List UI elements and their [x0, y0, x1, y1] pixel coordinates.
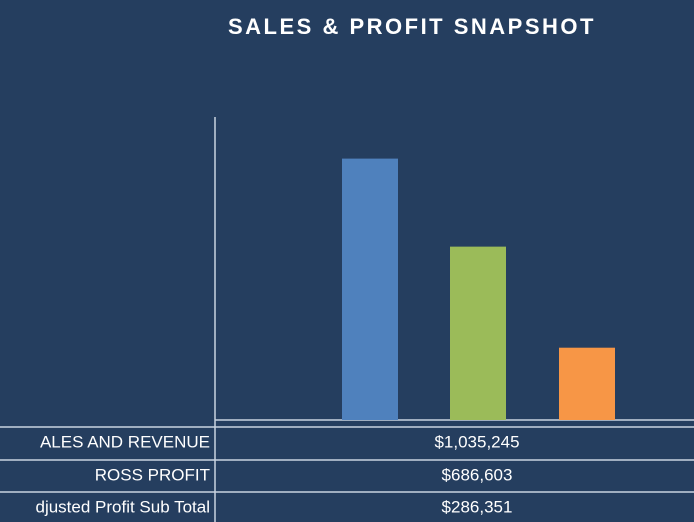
chart-title: SALES & PROFIT SNAPSHOT	[228, 14, 596, 39]
row-label: ALES AND REVENUE	[40, 432, 210, 451]
bar	[450, 246, 506, 420]
value-label: $686,603	[442, 465, 513, 484]
bar	[342, 158, 398, 420]
bar	[559, 347, 615, 420]
value-label: $1,035,245	[434, 432, 519, 451]
value-label: $286,351	[442, 497, 513, 516]
row-label: djusted Profit Sub Total	[35, 497, 210, 516]
row-label: ROSS PROFIT	[95, 465, 210, 484]
